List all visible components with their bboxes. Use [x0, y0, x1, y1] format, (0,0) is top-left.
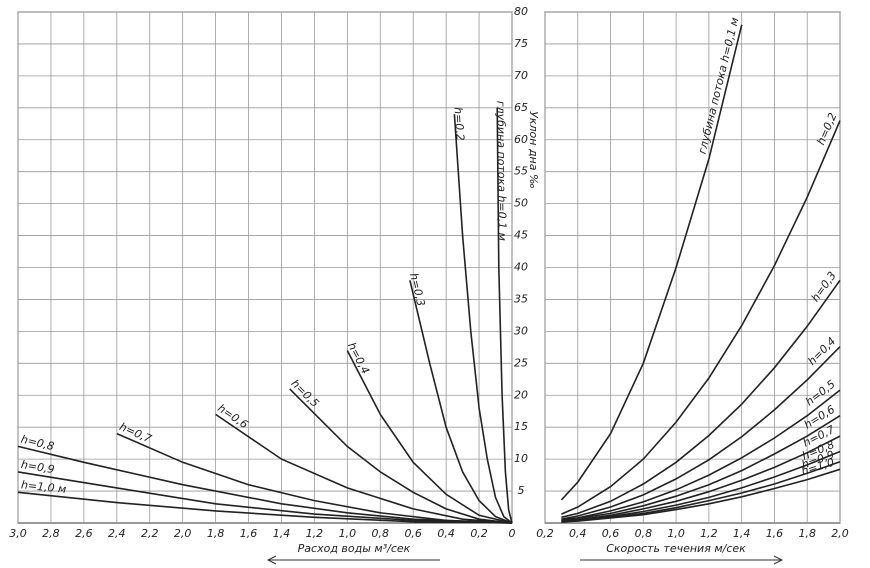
y-axis-title: Уклон дна ‰	[527, 111, 540, 189]
curve	[561, 389, 841, 521]
x-tick-label: 0,6	[602, 527, 620, 540]
curve	[17, 491, 513, 524]
curve	[561, 415, 841, 522]
x-tick-label: 0,2	[536, 527, 554, 540]
y-tick-label: 80	[514, 5, 528, 18]
y-tick-label: 70	[514, 69, 528, 82]
x-axis-title: Скорость течения м/сек	[606, 542, 746, 555]
x-tick-label: 1,4	[733, 527, 751, 540]
x-tick-label: 0,6	[404, 527, 422, 540]
curve	[560, 24, 743, 501]
curve	[561, 120, 841, 515]
curve	[215, 413, 513, 524]
x-tick-label: 1,0	[667, 527, 685, 540]
x-tick-label: 0,8	[635, 527, 653, 540]
curve-label: h=1,0 м	[20, 478, 67, 496]
curve	[409, 280, 513, 524]
x-axis-title: Расход воды м³/сек	[298, 542, 411, 555]
x-tick-label: 0,4	[437, 527, 455, 540]
left-arrow	[266, 555, 440, 565]
curve-label: h=0,2	[451, 107, 466, 141]
curve	[496, 107, 513, 524]
curve	[289, 388, 513, 524]
curve	[561, 468, 841, 523]
x-tick-label: 2,2	[141, 527, 159, 540]
y-tick-label: 20	[514, 388, 528, 401]
y-tick-label: 40	[514, 261, 528, 274]
x-tick-label: 0,4	[569, 527, 587, 540]
y-tick-label: 50	[514, 197, 528, 210]
x-tick-label: 2,0	[831, 527, 849, 540]
right-arrow	[580, 555, 784, 565]
x-tick-label: 3,0	[9, 527, 27, 540]
x-tick-label: 2,8	[42, 527, 60, 540]
x-tick-label: 0,2	[470, 527, 488, 540]
x-tick-label: 1,0	[339, 527, 357, 540]
x-tick-label: 1,2	[700, 527, 718, 540]
y-tick-label: 60	[514, 133, 528, 146]
curve	[561, 346, 841, 520]
y-tick-label: 25	[514, 356, 528, 369]
curve-label: глубина потока h=0,1 м	[494, 101, 508, 241]
x-tick-label: 2,4	[108, 527, 126, 540]
x-tick-label: 1,6	[240, 527, 258, 540]
y-tick-label: 10	[514, 452, 528, 465]
curve	[561, 435, 841, 522]
y-tick-label: 35	[514, 292, 528, 305]
x-tick-label: 0,8	[372, 527, 390, 540]
x-tick-label: 1,8	[798, 527, 816, 540]
y-tick-label: 30	[514, 324, 528, 337]
curve-label: h=0,9	[20, 458, 55, 476]
x-tick-label: 1,4	[273, 527, 291, 540]
x-tick-label: 0	[509, 527, 516, 540]
y-tick-label: 15	[514, 420, 528, 433]
y-tick-label: 55	[514, 165, 528, 178]
x-tick-label: 1,6	[766, 527, 784, 540]
curve	[346, 350, 513, 524]
y-tick-label: 75	[514, 37, 528, 50]
x-tick-label: 1,8	[207, 527, 225, 540]
curve	[561, 279, 841, 519]
x-tick-label: 2,0	[174, 527, 192, 540]
x-tick-label: 2,6	[75, 527, 93, 540]
curve	[17, 445, 513, 524]
curve	[17, 471, 513, 524]
y-tick-label: 45	[514, 229, 528, 242]
curve	[453, 114, 513, 524]
x-tick-label: 1,2	[306, 527, 324, 540]
y-tick-label: 65	[514, 101, 528, 114]
y-tick-label: 5	[518, 484, 525, 497]
